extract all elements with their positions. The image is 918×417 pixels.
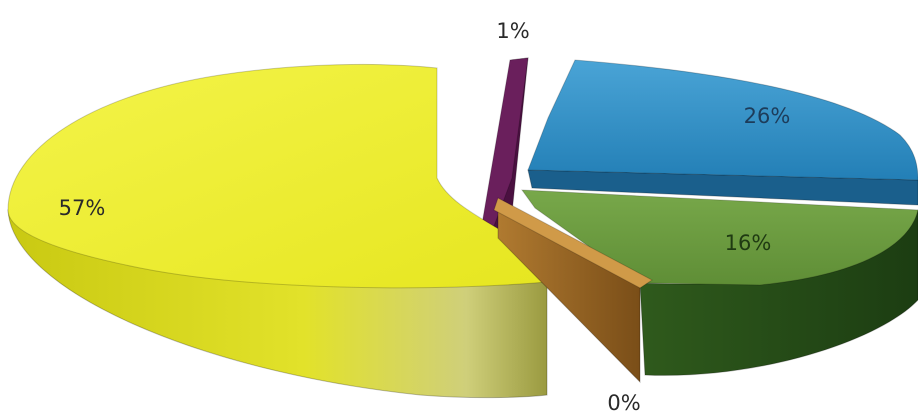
slice-2	[527, 59, 918, 206]
slice-label-2: 26%	[744, 104, 791, 128]
slice-side-2	[527, 169, 918, 206]
slices-layer	[7, 57, 918, 399]
labels-layer: 57% 1% 26% 16% 0%	[59, 19, 791, 415]
slice-top-3	[520, 189, 918, 286]
slice-4	[493, 197, 653, 384]
slice-3	[520, 189, 918, 376]
slice-label-0: 57%	[59, 196, 106, 220]
slice-top-2	[527, 59, 918, 181]
slice-label-4: 0%	[607, 391, 640, 415]
slice-top-4	[493, 197, 653, 289]
slice-0	[7, 63, 548, 399]
slice-label-3: 16%	[725, 231, 772, 255]
slice-top-0	[7, 63, 548, 289]
slice-label-1: 1%	[496, 19, 529, 43]
